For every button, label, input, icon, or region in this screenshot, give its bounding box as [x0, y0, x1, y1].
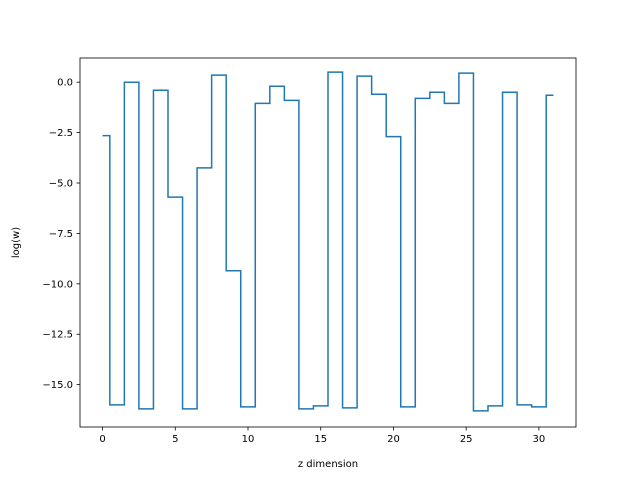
y-axis-label: log(w)	[11, 227, 22, 258]
x-tick-label: 20	[387, 434, 400, 445]
x-tick-label: 0	[99, 434, 105, 445]
x-tick-label: 25	[460, 434, 473, 445]
axes-frame	[79, 57, 577, 428]
x-axis-label: z dimension	[298, 459, 358, 470]
x-tick-label: 5	[172, 434, 178, 445]
y-tick-label: −7.5	[49, 229, 73, 240]
y-tick-label: −5.0	[49, 179, 73, 190]
x-tick-label: 10	[242, 434, 255, 445]
x-tick-label: 30	[533, 434, 546, 445]
y-tick-label: −12.5	[42, 330, 73, 341]
series-layer	[102, 71, 554, 412]
y-tick-label: 0.0	[57, 78, 73, 89]
y-tick-label: −2.5	[49, 128, 73, 139]
ticks-layer: 0 5 10 15 20 25 30 0.0 −2.5 −5.0 −7.5 −10.0 −12.5 −15…	[42, 78, 545, 445]
y-tick-label: −10.0	[42, 279, 73, 290]
x-tick-label: 15	[314, 434, 327, 445]
series-line	[102, 71, 554, 412]
y-tick-label: −15.0	[42, 380, 73, 391]
